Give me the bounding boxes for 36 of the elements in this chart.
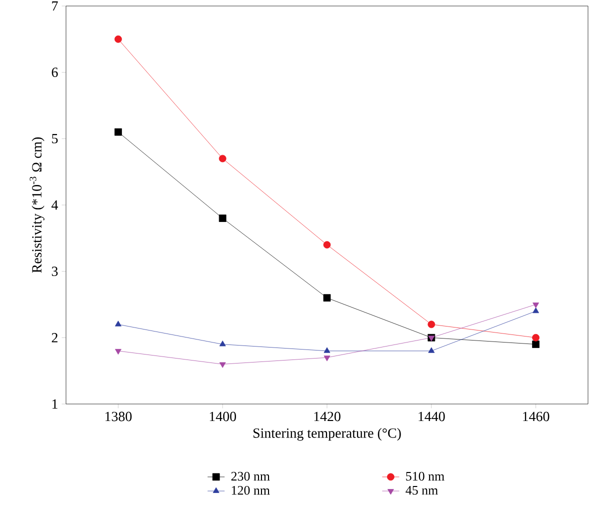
legend-label: 45 nm	[406, 486, 438, 495]
point	[114, 128, 122, 136]
y-tick-label: 1	[52, 399, 58, 409]
y-tick-label: 2	[52, 333, 58, 342]
y-tick-label: 4	[52, 200, 58, 210]
x-tick-label: 1420	[314, 412, 340, 422]
y-tick-label: 7	[52, 1, 58, 11]
point	[323, 294, 331, 302]
y-tick-label: 6	[52, 68, 58, 78]
point	[218, 214, 226, 222]
x-tick-label: 1460	[523, 412, 550, 422]
y-tick-label: 3	[52, 266, 58, 276]
point	[323, 241, 331, 248]
x-tick-label: 1400	[210, 412, 236, 422]
point	[428, 347, 435, 353]
y-tick-label: 5	[52, 134, 58, 144]
point	[324, 356, 330, 362]
point	[428, 320, 436, 328]
point	[114, 35, 122, 43]
point	[532, 302, 540, 308]
point	[114, 320, 122, 326]
legend-label: 510 nm	[406, 472, 444, 481]
point	[114, 348, 122, 355]
point	[218, 154, 226, 162]
point	[219, 340, 226, 346]
point	[532, 340, 540, 348]
point	[532, 334, 540, 342]
x-tick-label: 1440	[418, 412, 445, 422]
x-axis-title: Sintering temperature (°C)	[254, 428, 401, 441]
point	[324, 347, 330, 353]
legend-label: 120 nm	[232, 486, 270, 495]
y-axis-title: Resistivity (*10$^{-3}$ Ω cm)	[30, 137, 44, 273]
legend-label: 230 nm	[231, 472, 270, 481]
point	[532, 307, 540, 314]
point	[219, 362, 226, 368]
x-tick-label: 1380	[105, 412, 132, 422]
